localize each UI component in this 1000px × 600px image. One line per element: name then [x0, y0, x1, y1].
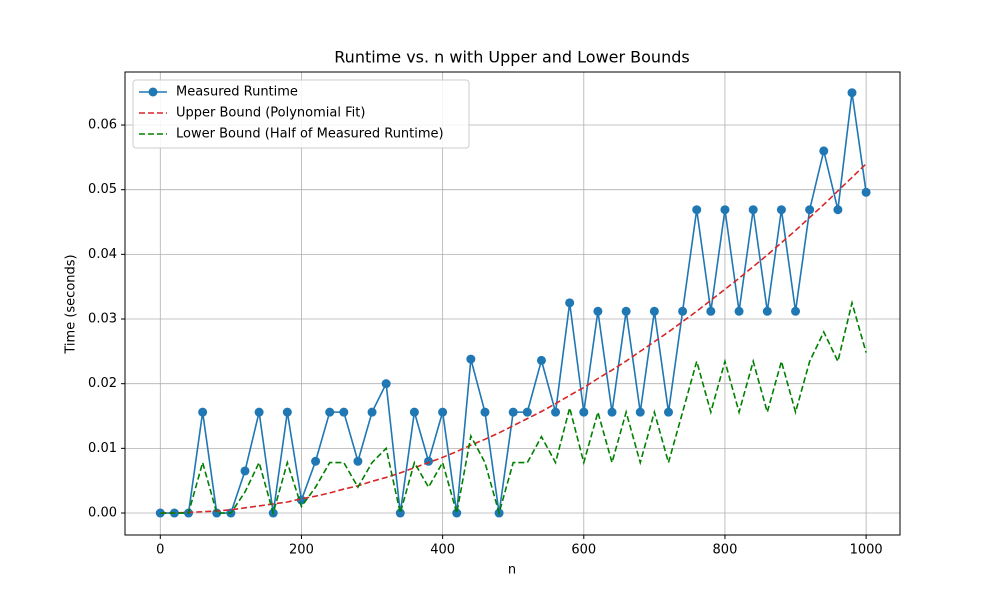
y-tick-label: 0.03 [88, 312, 117, 327]
y-tick-label: 0.00 [88, 506, 117, 521]
data-point [776, 205, 786, 215]
y-axis-label: Time (seconds) [64, 254, 79, 354]
data-point [240, 466, 250, 476]
data-point [819, 146, 829, 156]
data-point [579, 407, 589, 417]
data-point [395, 508, 405, 518]
legend-box [132, 79, 470, 149]
plot-frame [124, 71, 901, 536]
data-point [282, 407, 292, 417]
series-line [160, 299, 867, 516]
data-point [847, 88, 857, 98]
y-tick-label: 0.06 [88, 118, 117, 133]
data-point [466, 354, 476, 364]
data-point [593, 306, 603, 316]
x-tick-label: 400 [430, 543, 455, 558]
data-point [748, 205, 758, 215]
x-tick-label: 200 [289, 543, 314, 558]
data-point [409, 407, 419, 417]
data-point [663, 407, 673, 417]
data-point [762, 306, 772, 316]
data-point [452, 508, 462, 518]
data-point [367, 407, 377, 417]
data-point [508, 407, 518, 417]
data-point [833, 205, 843, 215]
x-tick-label: 600 [571, 543, 596, 558]
data-point [805, 205, 815, 215]
x-axis-label: n [508, 563, 516, 578]
data-point [522, 407, 532, 417]
x-tick-label: 0 [156, 543, 164, 558]
data-point [551, 407, 561, 417]
x-tick-label: 800 [713, 543, 738, 558]
y-tick-label: 0.02 [88, 376, 117, 391]
chart-title: Runtime vs. n with Upper and Lower Bound… [334, 48, 689, 67]
legend-marker [148, 87, 158, 97]
data-point [678, 306, 688, 316]
y-tick-label: 0.05 [88, 182, 117, 197]
y-tick-label: 0.04 [88, 247, 117, 262]
data-point [339, 407, 349, 417]
data-point [621, 306, 631, 316]
data-point [706, 306, 716, 316]
data-point [635, 407, 645, 417]
legend-label: Lower Bound (Half of Measured Runtime) [176, 127, 444, 142]
legend-label: Upper Bound (Polynomial Fit) [176, 106, 365, 121]
data-point [565, 298, 575, 308]
data-point [325, 407, 335, 417]
data-point [536, 355, 546, 365]
legend-label: Measured Runtime [176, 85, 298, 100]
data-point [311, 456, 321, 466]
data-point [720, 205, 730, 215]
data-point [861, 187, 871, 197]
data-point [480, 407, 490, 417]
y-tick-label: 0.01 [88, 441, 117, 456]
data-point [692, 205, 702, 215]
data-point [254, 407, 264, 417]
data-point [353, 456, 363, 466]
data-point [734, 306, 744, 316]
data-point [381, 379, 391, 389]
x-tick-label: 1000 [850, 543, 883, 558]
series-line [160, 163, 867, 514]
data-point [438, 407, 448, 417]
data-point [607, 407, 617, 417]
data-point [649, 306, 659, 316]
data-point [791, 306, 801, 316]
data-point [198, 407, 208, 417]
